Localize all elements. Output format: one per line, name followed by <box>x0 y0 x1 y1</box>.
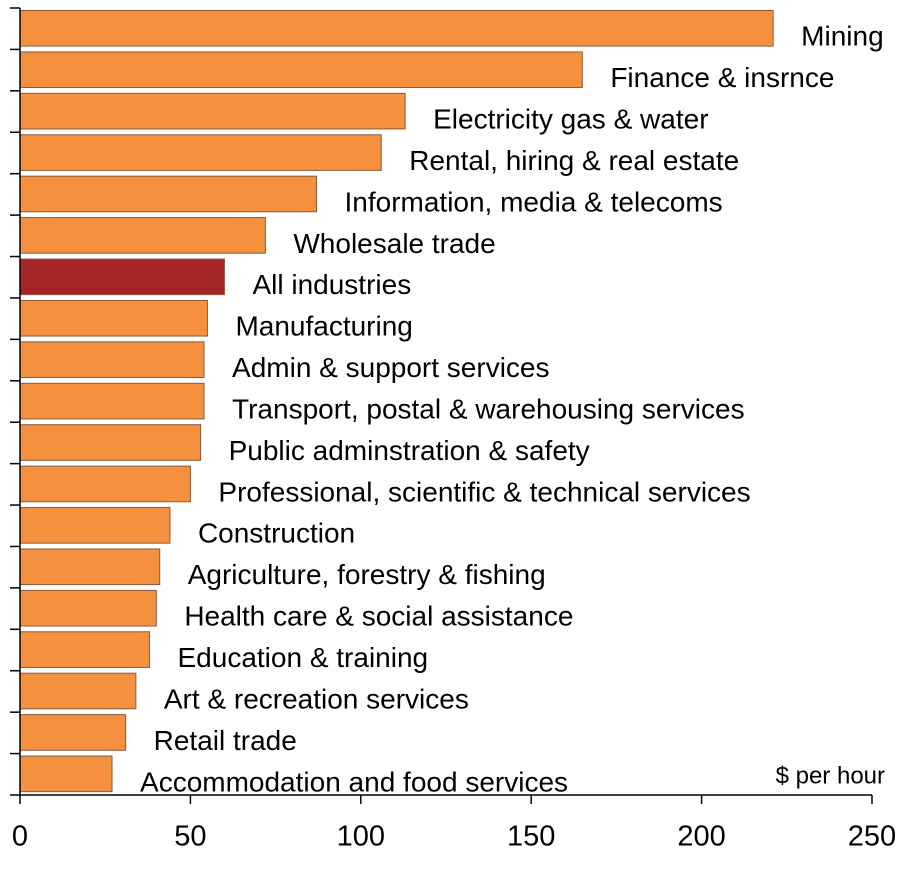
category-label: Mining <box>801 21 883 52</box>
bar <box>19 507 171 544</box>
bar <box>19 92 406 130</box>
x-tick-label: 150 <box>507 821 555 853</box>
category-label: Professional, scientific & technical ser… <box>218 476 750 507</box>
category-label: Finance & insrnce <box>610 62 834 93</box>
category-label: Education & training <box>178 642 429 673</box>
category-label: Rental, hiring & real estate <box>409 145 739 176</box>
category-label: Art & recreation services <box>164 683 469 714</box>
bar <box>19 548 161 586</box>
x-tick-label: 100 <box>337 821 385 853</box>
category-label: Information, media & telecoms <box>344 186 722 217</box>
bar <box>19 714 127 751</box>
x-tick-label: 200 <box>677 821 725 853</box>
bar <box>19 631 151 668</box>
bar <box>19 672 137 710</box>
category-label: Transport, postal & warehousing services <box>232 393 745 424</box>
category-label: Construction <box>198 518 355 549</box>
bar <box>19 134 382 171</box>
category-label: Retail trade <box>154 725 297 756</box>
x-tick-label: 50 <box>174 821 206 853</box>
category-label: Health care & social assistance <box>184 601 573 632</box>
bar <box>19 175 317 213</box>
bar <box>19 217 266 254</box>
x-tick-label: 250 <box>848 821 896 853</box>
category-label: Admin & support services <box>232 352 549 383</box>
bar <box>19 755 113 793</box>
category-label: Public adminstration & safety <box>229 435 590 466</box>
category-label: Wholesale trade <box>293 228 495 259</box>
bar <box>19 465 191 503</box>
bar <box>19 589 157 627</box>
category-label: Manufacturing <box>235 311 412 342</box>
bar <box>19 341 205 378</box>
bar <box>19 258 225 296</box>
bar <box>19 424 202 461</box>
unit-label: $ per hour <box>776 762 885 789</box>
bar <box>19 9 774 47</box>
category-label: All industries <box>252 269 411 300</box>
x-tick-label: 0 <box>12 821 28 853</box>
category-label: Electricity gas & water <box>433 104 708 135</box>
category-label: Agriculture, forestry & fishing <box>188 559 546 590</box>
bar <box>19 299 208 337</box>
category-label: Accommodation and food services <box>140 766 568 797</box>
bar <box>19 51 583 89</box>
bar <box>19 382 205 420</box>
